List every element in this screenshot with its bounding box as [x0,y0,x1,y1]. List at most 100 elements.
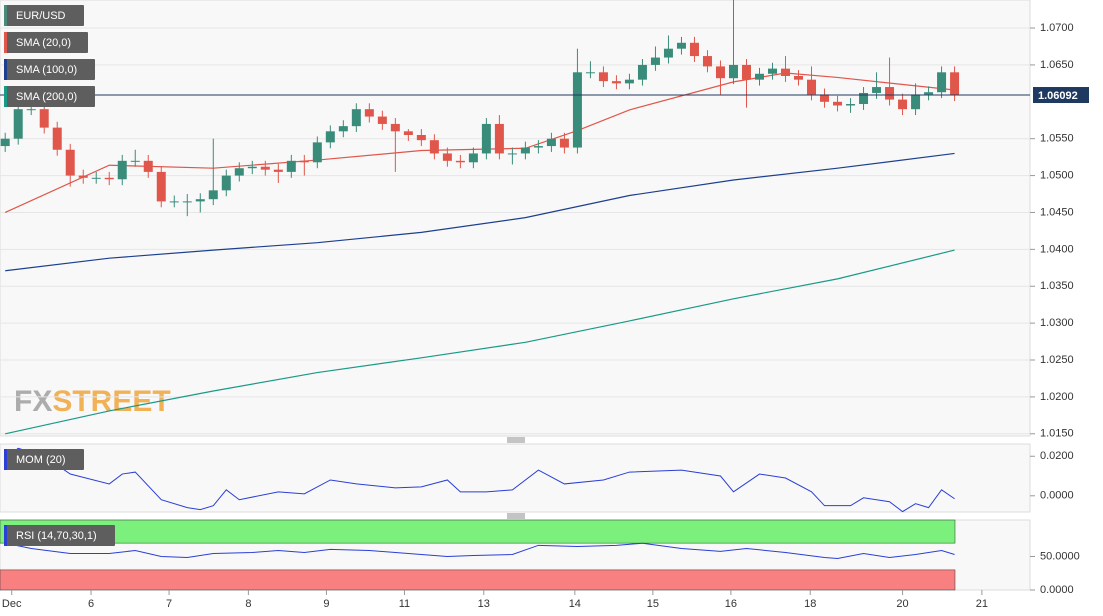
candle-body [794,75,804,80]
candle-body [598,72,608,82]
x-tick-label: 18 [804,598,816,610]
candle-body [182,201,192,203]
candle-body [702,56,712,67]
x-tick-label: 16 [725,598,737,610]
candle-body [468,153,478,163]
legend-box [4,449,84,470]
candle-body [273,169,283,172]
x-tick-label: 20 [896,598,908,610]
candle-body [663,48,673,58]
resize-handle[interactable] [507,437,525,443]
candle-body [325,131,335,143]
resize-handle[interactable] [507,513,525,519]
candle-body [715,66,725,79]
y-tick-label: 1.0550 [1040,133,1074,145]
y-tick-label: 1.0350 [1040,280,1074,292]
x-tick-label: 9 [323,598,329,610]
candle-body [481,123,491,154]
watermark-street: STREET [52,385,170,418]
candle-body [221,175,231,191]
y-tick-label: 1.0700 [1040,22,1074,34]
legend-label: SMA (200,0) [16,91,77,103]
y-tick-label: 1.0200 [1040,391,1074,403]
legend-box [4,525,115,546]
y-tick-label: 1.0450 [1040,206,1074,218]
y-tick-label: 1.0400 [1040,243,1074,255]
candle-body [611,81,621,84]
sma-line [5,249,955,435]
candle-body [559,138,569,148]
y-tick-label: 1.0150 [1040,428,1074,440]
mom-panel [0,443,1031,513]
candle-body [911,94,921,110]
legend-swatch [4,449,7,470]
candle-body [637,64,647,80]
x-tick-label: 21 [976,598,988,610]
legend-swatch [4,32,7,53]
legend-swatch [4,86,7,107]
candle-body [676,42,686,49]
candle-body [572,72,582,148]
candle-body [403,131,413,136]
candle-body [429,140,439,154]
legend-box [4,5,84,26]
candle-body [416,135,426,141]
legend-label: SMA (100,0) [16,64,77,76]
y-tick-label: 1.0250 [1040,354,1074,366]
candle-body [130,160,140,162]
candle-body [234,168,244,176]
candle-body [351,109,361,127]
candle-body [689,42,699,57]
candle-body [390,123,400,132]
watermark-fx: FX [14,385,52,418]
y-tick-label: 1.0650 [1040,59,1074,71]
candle-body [546,138,556,147]
y-tick-label: 0.0000 [1040,584,1074,596]
price-panel [0,0,1031,437]
candle-body [338,126,348,132]
candle-body [533,146,543,148]
legend-label: EUR/USD [16,10,66,22]
legend-swatch [4,5,7,26]
legend-box [4,59,95,80]
legend-swatch [4,59,7,80]
candle-body [52,127,62,150]
legend-box [4,32,88,53]
candle-body [0,138,10,147]
candle-body [872,87,882,93]
candle-body [650,57,660,65]
y-tick-label: 1.0300 [1040,317,1074,329]
candle-body [286,160,296,172]
candle-body [26,109,36,111]
indicator-line [4,447,955,513]
x-tick-label: 11 [399,598,410,610]
candle-body [299,160,309,163]
x-tick-label: 8 [245,598,251,610]
candle-body [846,104,856,106]
candle-body [91,177,101,179]
sma-line [5,152,955,272]
candle-body [820,94,830,102]
legend-box [4,86,95,107]
x-tick-label: 15 [647,598,659,610]
candle-body [898,99,908,110]
x-tick-label: 13 [478,598,490,610]
candle-body [156,171,166,202]
candle-body [39,109,49,128]
legend-label: RSI (14,70,30,1) [16,530,97,542]
candle-body [859,92,869,105]
candle-body [950,72,960,96]
candle-body [494,123,504,154]
candle-body [117,160,127,180]
candle-body [455,160,465,163]
candle-body [65,149,75,176]
x-tick-label: Dec [2,598,22,610]
last-price-box [1033,87,1089,104]
candle-body [143,160,153,172]
candle-body [768,68,777,74]
legend-swatch [4,525,7,546]
legend-label: MOM (20) [16,454,66,466]
candle-body [104,177,114,180]
candle-body [78,175,88,178]
